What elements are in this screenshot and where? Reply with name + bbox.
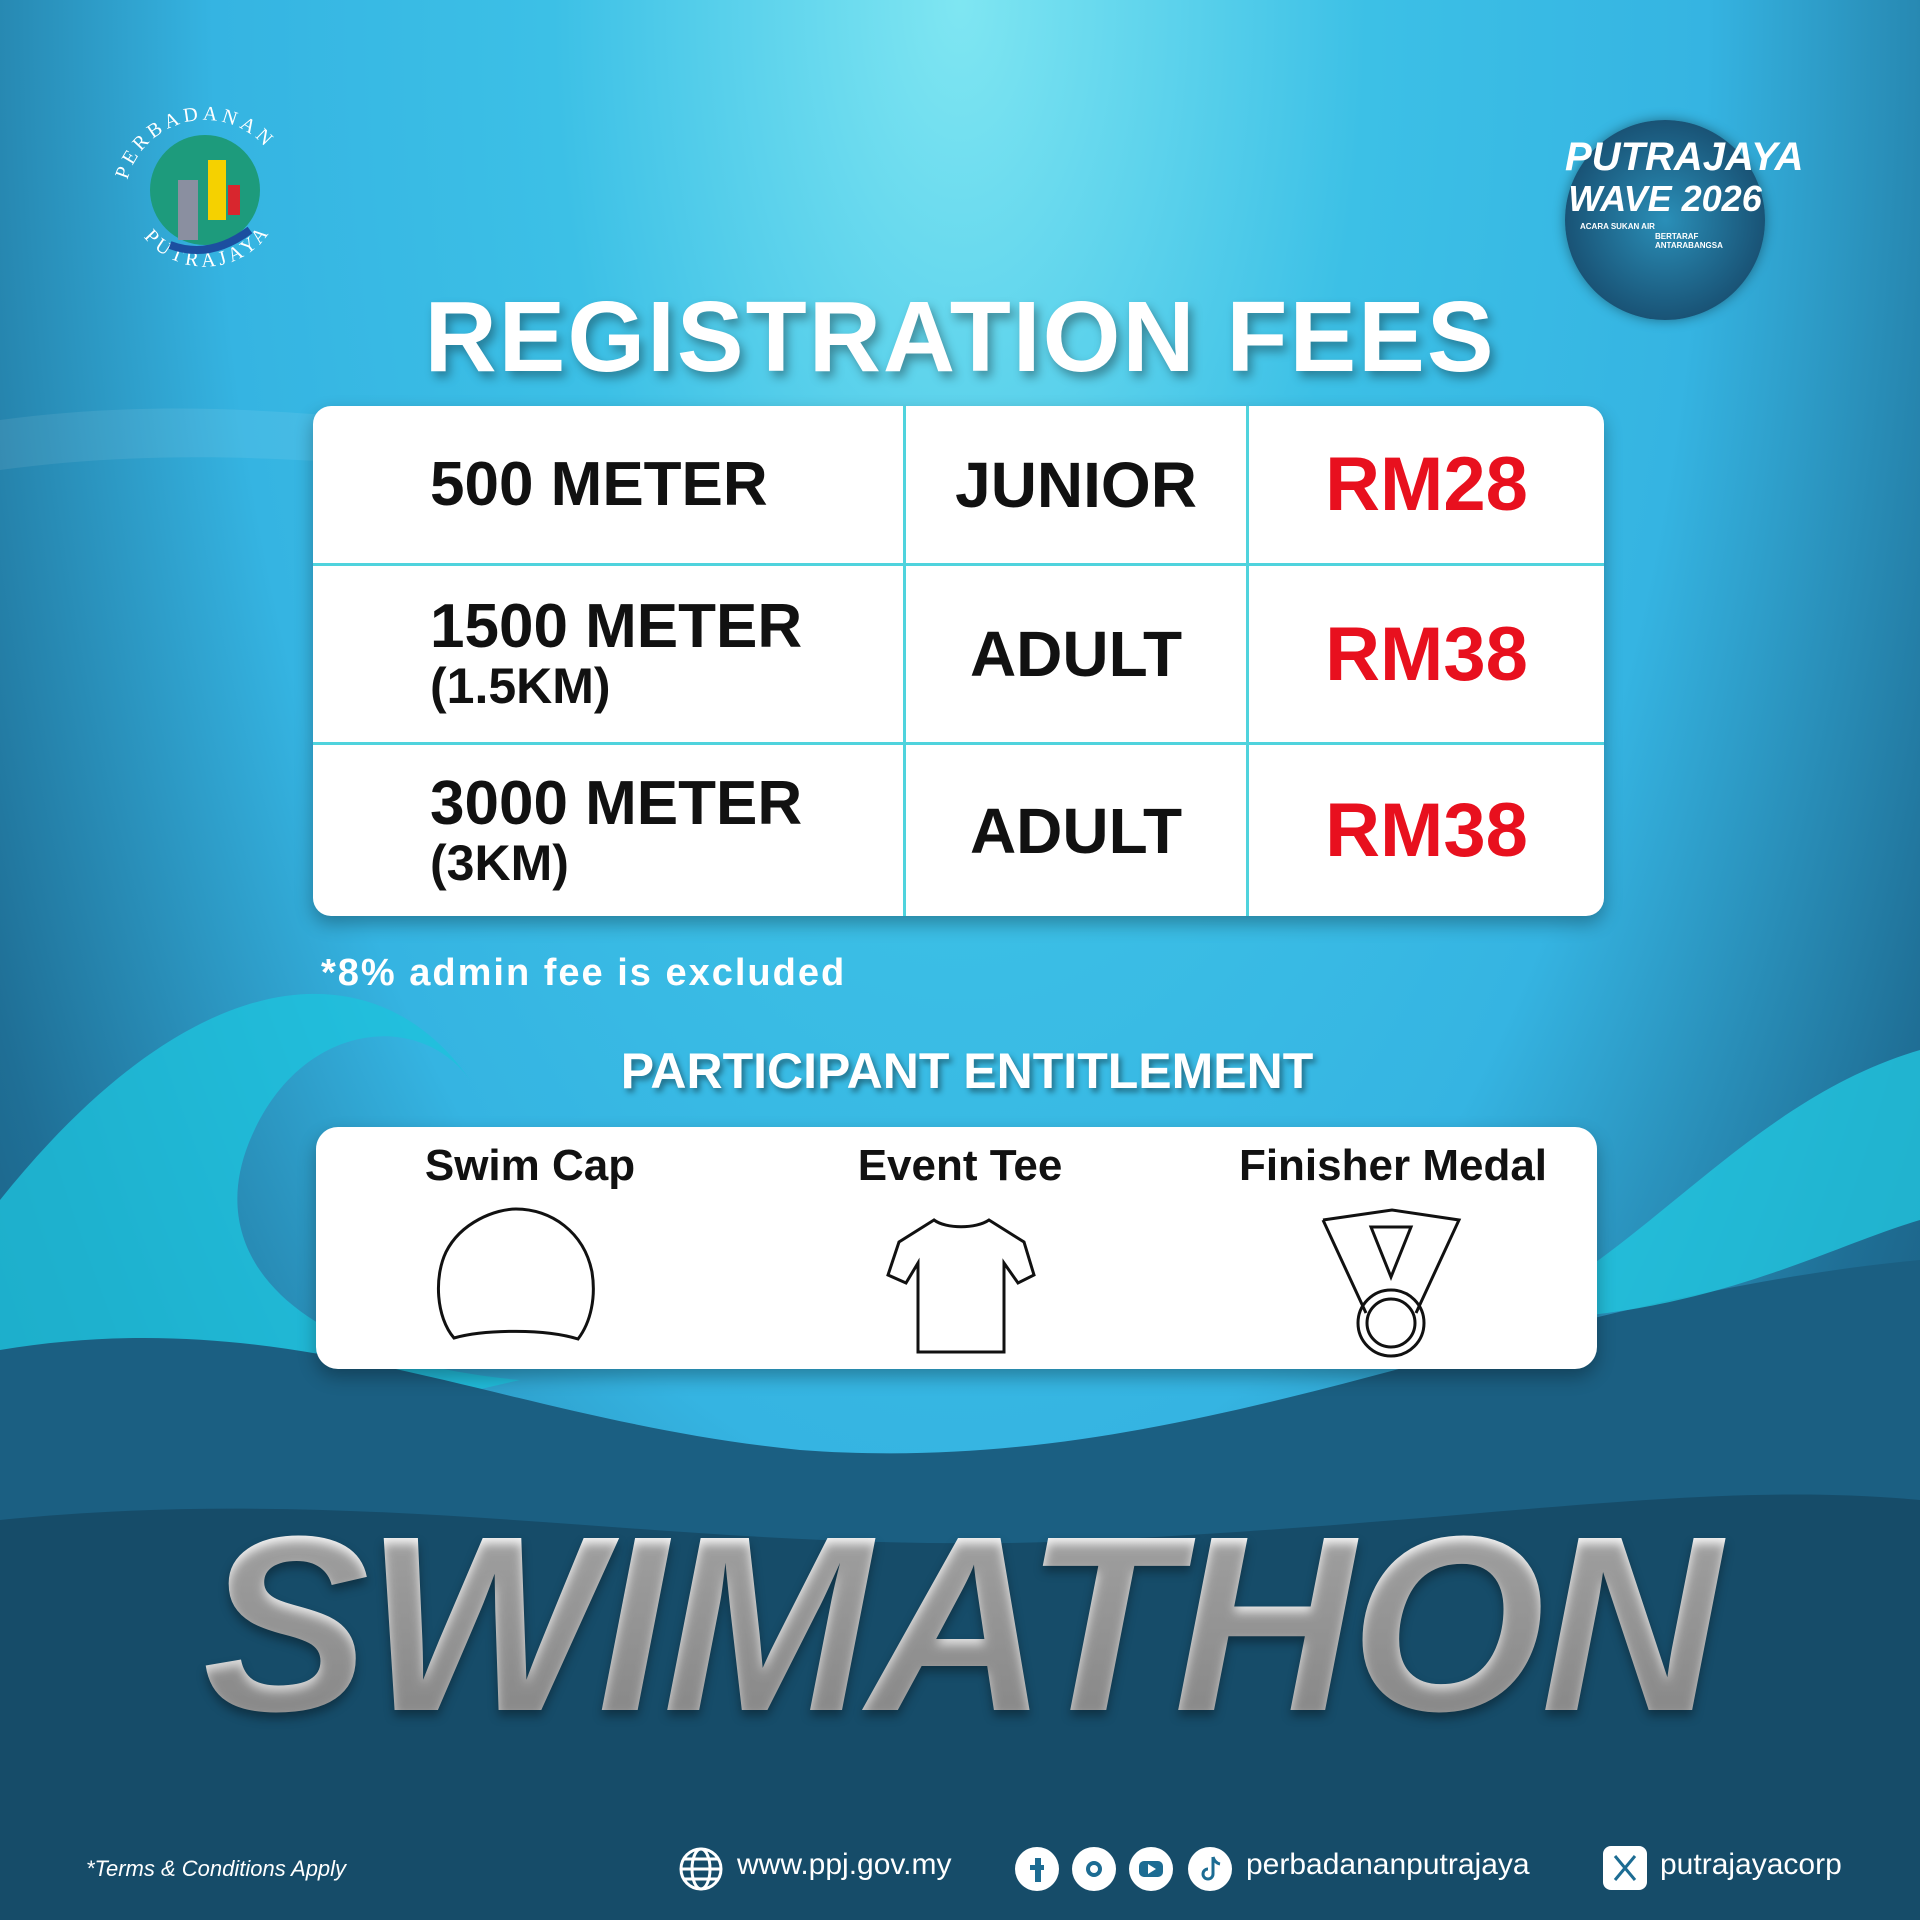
entitlement-icons — [436, 1207, 1462, 1358]
medal-icon — [1321, 1208, 1462, 1358]
distance-cell: 1500 METER (1.5KM) — [430, 566, 900, 742]
distance-cell: 3000 METER (3KM) — [430, 745, 900, 916]
divider — [313, 742, 1604, 745]
title: REGISTRATION FEES — [424, 281, 1496, 393]
website: www.ppj.gov.my — [737, 1848, 952, 1881]
distance-sub: (3KM) — [430, 834, 569, 891]
divider — [903, 406, 906, 916]
fees-table: 500 METER JUNIOR RM28 1500 METER (1.5KM) ADUL… — [313, 406, 1604, 916]
ppj-logo: PERBADANAN PUTRAJAYA — [111, 103, 275, 272]
entitlement-heading: PARTICIPANT ENTITLEMENT — [620, 1043, 1314, 1099]
fee: RM38 — [1325, 788, 1528, 873]
entitlement-item: Event Tee — [857, 1141, 1063, 1190]
distance-sub: (1.5KM) — [430, 658, 611, 714]
admin-note: *8% admin fee is excluded — [321, 952, 847, 994]
social-handle: perbadananputrajaya — [1246, 1848, 1530, 1881]
terms: *Terms & Conditions Apply — [86, 1856, 347, 1881]
distance: 500 METER — [430, 449, 768, 519]
badge-tag2: BERTARAF ANTARABANGSA — [1655, 232, 1723, 250]
cap-icon — [436, 1207, 595, 1341]
divider — [313, 563, 1604, 566]
divider — [1246, 406, 1249, 916]
fee: RM28 — [1325, 442, 1528, 527]
tee-icon — [886, 1218, 1036, 1354]
category: ADULT — [969, 794, 1183, 867]
badge-line2: WAVE 2026 — [1568, 178, 1762, 219]
category: JUNIOR — [955, 448, 1197, 521]
tiktok-icon — [1188, 1847, 1232, 1891]
badge-line1: PUTRAJAYA — [1565, 135, 1804, 179]
social-icons — [1015, 1847, 1214, 1891]
x-handle: putrajayacorp — [1660, 1848, 1842, 1881]
distance: 1500 METER — [430, 592, 803, 661]
x-icon — [1603, 1846, 1647, 1890]
event-badge: PUTRAJAYA WAVE 2026 ACARA SUKAN AIR BERT… — [1565, 120, 1804, 320]
entitlement-box: Swim Cap Event Tee Finisher Medal — [316, 1127, 1597, 1369]
distance-cell: 500 METER — [430, 406, 900, 563]
category: ADULT — [969, 618, 1183, 690]
event-name: SWIMATHON — [0, 1480, 1920, 1767]
distance: 3000 METER — [430, 768, 803, 838]
entitlement-item: Finisher Medal — [1238, 1141, 1548, 1190]
fee: RM38 — [1325, 611, 1528, 697]
badge-tag1: ACARA SUKAN AIR — [1580, 222, 1655, 231]
globe-icon — [679, 1847, 723, 1891]
entitlement-item: Swim Cap — [424, 1141, 636, 1190]
